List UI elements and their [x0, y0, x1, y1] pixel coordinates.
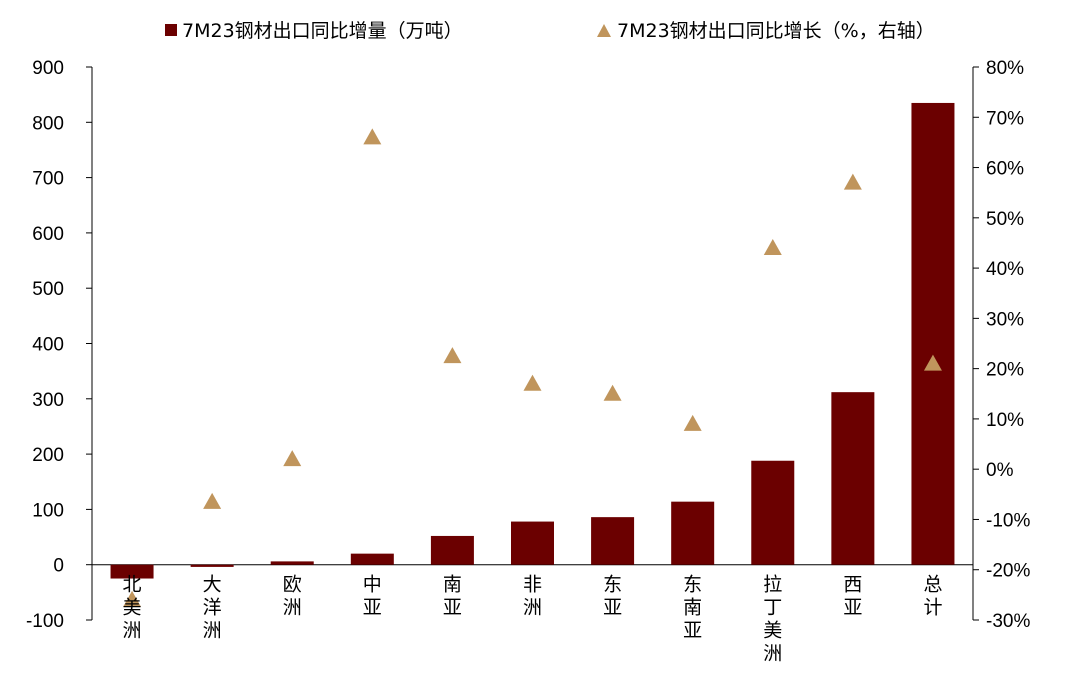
left-tick-label: 100	[32, 500, 64, 521]
right-axis-ticks: -30% -20% -10% 0% 10% 20% 30% 40% 50% 60% 70% 80%	[973, 58, 1030, 632]
category-label: 东	[683, 574, 702, 596]
left-tick-label: 0	[53, 556, 64, 577]
right-tick-label: 50%	[986, 209, 1024, 230]
legend-bar-swatch	[165, 24, 177, 36]
triangle-marker	[283, 450, 302, 467]
category-label: 洲	[123, 620, 142, 642]
left-tick-label: 500	[32, 279, 64, 300]
category-label: 美	[123, 597, 142, 619]
left-tick-label: 300	[32, 390, 64, 411]
left-tick-label: 600	[32, 224, 64, 245]
left-tick-label: 800	[32, 113, 64, 134]
bar	[110, 564, 154, 579]
bar	[911, 102, 955, 565]
right-tick-label: 70%	[986, 108, 1024, 129]
triangle-marker	[843, 173, 862, 190]
right-tick-label: -10%	[986, 510, 1030, 531]
legend-triangle-label: 7M23钢材出口同比增长（%，右轴）	[617, 20, 935, 42]
category-label: 大	[203, 574, 222, 596]
category-label: 丁	[763, 597, 782, 619]
bar	[190, 564, 234, 567]
category-label: 欧	[283, 574, 302, 596]
left-tick-label: 900	[32, 58, 64, 79]
category-label: 亚	[443, 597, 462, 619]
category-label: 北	[123, 574, 142, 596]
category-label: 非	[523, 574, 542, 596]
legend: 7M23钢材出口同比增量（万吨） 7M23钢材出口同比增长（%，右轴）	[165, 20, 935, 42]
right-tick-label: 20%	[986, 360, 1024, 381]
bar	[511, 521, 554, 565]
bar	[831, 392, 875, 565]
triangle-marker	[763, 238, 782, 255]
category-label: 东	[603, 574, 622, 596]
bar	[350, 553, 394, 565]
bar	[430, 535, 474, 565]
right-tick-label: 0%	[986, 460, 1014, 481]
bar	[270, 561, 314, 565]
right-tick-label: -30%	[986, 611, 1030, 632]
bar-series	[110, 102, 955, 579]
category-label: 洲	[203, 620, 222, 642]
left-tick-label: 700	[32, 169, 64, 190]
right-tick-label: -20%	[986, 561, 1030, 582]
category-label: 西	[843, 574, 862, 596]
left-tick-label: 400	[32, 335, 64, 356]
bar	[751, 460, 795, 565]
triangle-marker	[363, 128, 382, 145]
right-tick-label: 40%	[986, 259, 1024, 280]
triangle-marker	[683, 414, 702, 431]
category-label: 南	[443, 574, 462, 596]
right-tick-label: 30%	[986, 309, 1024, 330]
triangle-marker	[443, 347, 462, 364]
category-label: 洋	[203, 597, 222, 619]
triangle-marker	[123, 590, 142, 607]
category-label: 总	[923, 574, 942, 596]
category-label: 计	[923, 597, 942, 619]
category-label: 亚	[363, 597, 382, 619]
category-label: 拉	[763, 574, 782, 596]
category-label: 亚	[683, 620, 702, 642]
bar	[591, 517, 635, 565]
category-label: 南	[683, 597, 702, 619]
triangle-series	[123, 128, 942, 607]
legend-bar-label: 7M23钢材出口同比增量（万吨）	[182, 20, 463, 42]
legend-triangle-swatch	[597, 24, 611, 37]
left-axis-ticks: -100 0 100 200 300 400 500 600 700 800 900	[26, 58, 92, 632]
right-tick-label: 80%	[986, 58, 1024, 79]
triangle-marker	[603, 384, 622, 401]
category-label: 亚	[843, 597, 862, 619]
triangle-marker	[523, 374, 542, 391]
right-tick-label: 10%	[986, 410, 1024, 431]
category-label: 洲	[523, 597, 542, 619]
category-label: 洲	[763, 643, 782, 665]
category-label: 洲	[283, 597, 302, 619]
triangle-marker	[923, 354, 942, 371]
left-tick-label: -100	[26, 611, 64, 632]
bar	[671, 501, 715, 565]
category-label: 美	[763, 620, 782, 642]
category-label: 中	[363, 574, 382, 596]
category-label: 亚	[603, 597, 622, 619]
left-tick-label: 200	[32, 445, 64, 466]
right-tick-label: 60%	[986, 159, 1024, 180]
triangle-marker	[203, 492, 222, 509]
